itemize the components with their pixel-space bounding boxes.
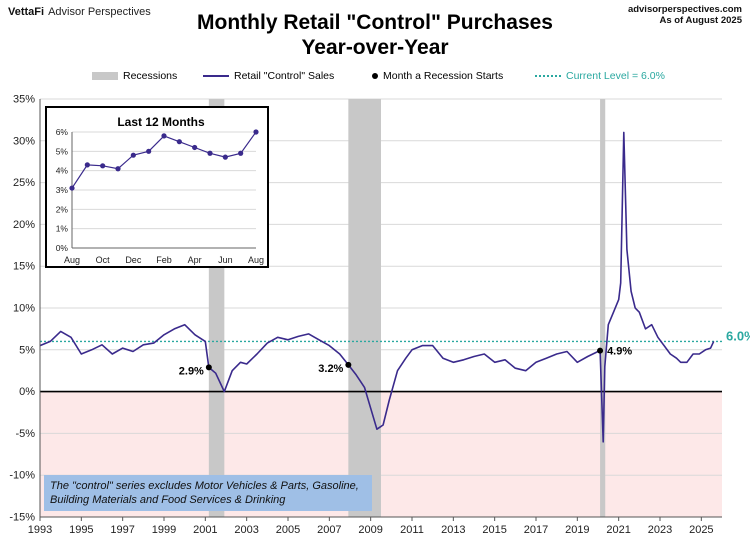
x-tick-label: 2009: [358, 524, 382, 536]
inset-y-tick-label: 3%: [56, 185, 69, 195]
chart-title-line1: Monthly Retail "Control" Purchases: [197, 11, 553, 34]
x-tick-label: 2005: [276, 524, 300, 536]
inset-title: Last 12 Months: [117, 115, 205, 129]
y-tick-label: 30%: [13, 135, 35, 147]
footnote: The "control" series excludes Motor Vehi…: [44, 475, 372, 511]
chart-title: Monthly Retail "Control" Purchases Year-…: [0, 10, 750, 60]
x-tick-label: 2011: [400, 524, 424, 536]
x-tick-label: 2013: [441, 524, 465, 536]
inset-data-point: [253, 129, 259, 135]
inset-data-point: [161, 133, 167, 139]
legend-recession-start-label: Month a Recession Starts: [383, 70, 504, 82]
brand: VettaFi Advisor Perspectives: [8, 6, 151, 18]
inset-x-tick-label: Jun: [218, 255, 233, 265]
inset-y-tick-label: 4%: [56, 166, 69, 176]
legend: Recessions Retail "Control" Sales Month …: [0, 70, 750, 86]
inset-data-point: [238, 150, 244, 156]
inset-data-point: [84, 162, 90, 168]
inset-data-point: [146, 148, 152, 154]
x-tick-label: 1995: [69, 524, 93, 536]
x-tick-label: 2025: [689, 524, 713, 536]
x-tick-label: 1999: [152, 524, 176, 536]
source-info: advisorperspectives.com As of August 202…: [628, 4, 742, 26]
recession-start-label: 4.9%: [607, 346, 632, 358]
inset-data-point: [100, 163, 106, 169]
y-tick-label: 15%: [13, 261, 35, 273]
recession-start-label: 3.2%: [318, 363, 343, 375]
inset-x-tick-label: Oct: [96, 255, 111, 265]
current-level-label: 6.0%: [726, 328, 750, 343]
brand-subtitle: Advisor Perspectives: [48, 6, 151, 18]
y-tick-label: 35%: [13, 94, 35, 106]
legend-recession-start: Month a Recession Starts: [372, 70, 503, 82]
inset-x-tick-label: Aug: [248, 255, 264, 265]
inset-chart: Last 12 Months 0% 1% 2% 3% 4% 5% 6% Aug Oct Dec Feb…: [45, 106, 269, 268]
inset-frame: [45, 106, 269, 268]
inset-y-tick-label: 2%: [56, 204, 69, 214]
inset-y-tick-label: 5%: [56, 146, 69, 156]
y-tick-label: -5%: [15, 428, 35, 440]
y-tick-label: 25%: [13, 177, 35, 189]
inset-data-point: [176, 139, 182, 145]
inset-data-point: [115, 166, 121, 172]
recession-swatch: [92, 72, 118, 80]
inset-x-tick-label: Apr: [188, 255, 202, 265]
legend-recessions: Recessions: [92, 70, 177, 82]
recession-start-marker: [597, 347, 604, 354]
x-tick-label: 2003: [234, 524, 258, 536]
y-tick-label: 10%: [13, 303, 35, 315]
chart-title-line2: Year-over-Year: [301, 36, 449, 59]
y-tick-label: 0%: [19, 386, 35, 398]
inset-data-point: [207, 150, 213, 156]
inset-data-point: [222, 154, 228, 160]
y-tick-label: 20%: [13, 219, 35, 231]
current-level-swatch: [535, 75, 561, 77]
y-tick-label: 5%: [19, 344, 35, 356]
x-tick-label: 2019: [565, 524, 589, 536]
recession-start-marker: [345, 361, 352, 368]
inset-data-point: [130, 152, 136, 158]
as-of-date: As of August 2025: [659, 15, 742, 26]
y-tick-label: -10%: [9, 470, 35, 482]
recession-start-label: 2.9%: [179, 365, 204, 377]
series-swatch: [203, 75, 229, 77]
x-tick-label: 2007: [317, 524, 341, 536]
inset-y-tick-label: 1%: [56, 224, 69, 234]
recession-start-swatch: [372, 73, 378, 79]
inset-x-tick-label: Dec: [125, 255, 142, 265]
source-url: advisorperspectives.com: [627, 4, 742, 15]
recession-band: [348, 99, 381, 517]
x-tick-label: 1993: [28, 524, 52, 536]
inset-data-point: [69, 185, 75, 191]
x-tick-label: 2001: [193, 524, 217, 536]
x-tick-label: 2023: [648, 524, 672, 536]
brand-logo: VettaFi: [8, 6, 45, 18]
legend-recessions-label: Recessions: [123, 70, 178, 82]
recession-band: [600, 99, 606, 517]
series-line: [39, 131, 715, 443]
recession-start-marker: [205, 364, 212, 371]
legend-current-label: Current Level = 6.0%: [566, 70, 665, 82]
inset-x-tick-label: Aug: [64, 255, 80, 265]
inset-data-point: [192, 144, 198, 151]
x-tick-label: 2017: [524, 524, 548, 536]
inset-y-tick-label: 6%: [56, 127, 69, 137]
y-tick-label: -15%: [9, 512, 35, 524]
legend-current: Current Level = 6.0%: [535, 70, 665, 82]
x-tick-label: 2021: [606, 524, 630, 536]
x-tick-label: 2015: [482, 524, 506, 536]
legend-series: Retail "Control" Sales: [203, 70, 334, 82]
legend-series-label: Retail "Control" Sales: [234, 70, 335, 82]
inset-x-tick-label: Feb: [156, 255, 172, 265]
inset-y-tick-label: 0%: [56, 243, 69, 253]
x-tick-label: 1997: [110, 524, 134, 536]
